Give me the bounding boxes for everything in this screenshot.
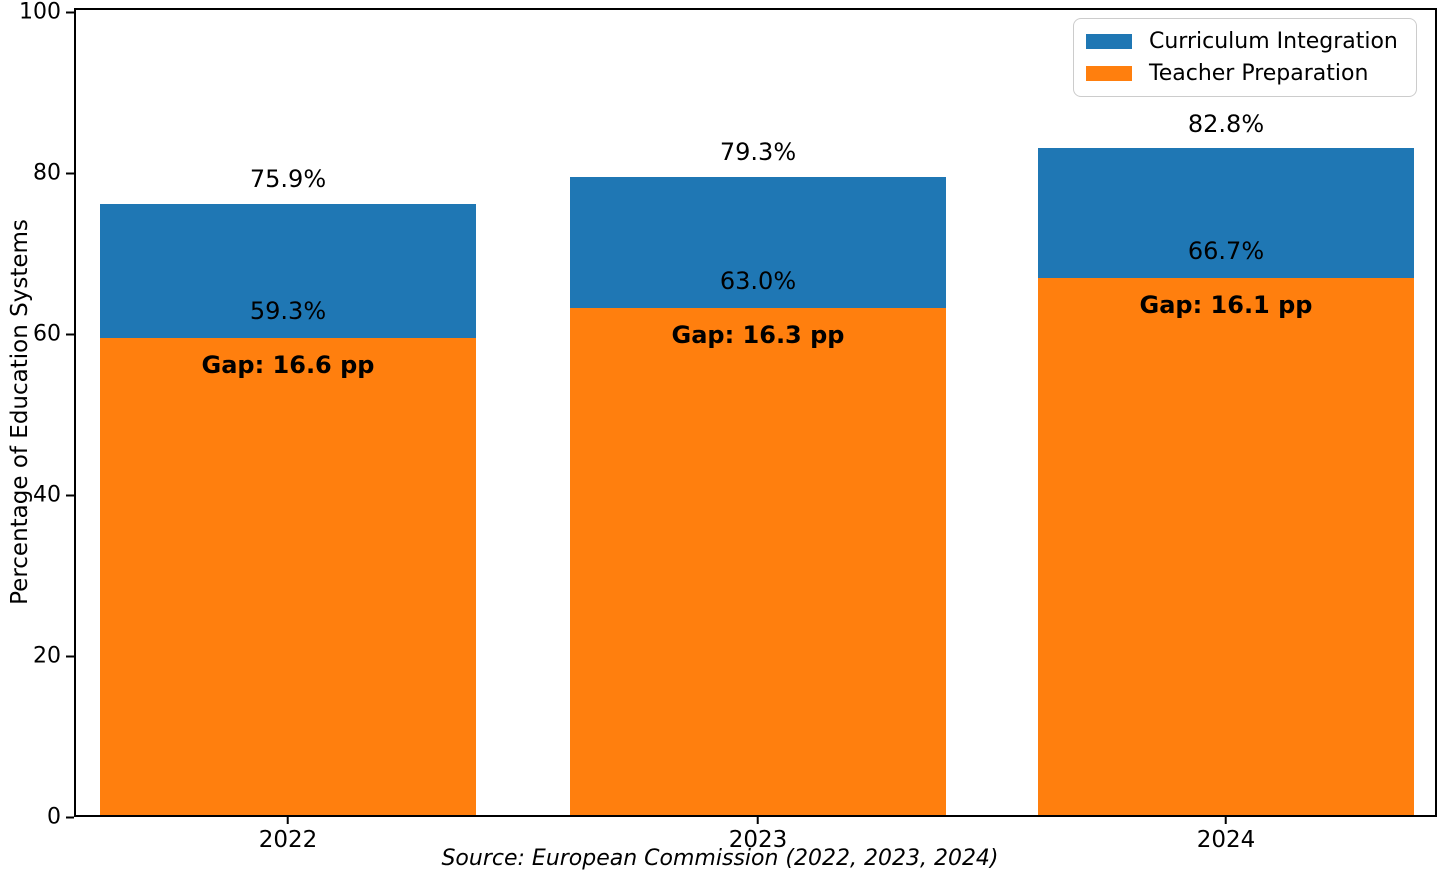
- curriculum-integration-swatch: [1086, 34, 1132, 49]
- curriculum-value-label: 75.9%: [249, 165, 327, 194]
- y-tick-label: 60: [33, 321, 61, 347]
- teacher-value-label: 66.7%: [1187, 237, 1265, 266]
- bar-teacher-preparation: [570, 307, 946, 815]
- bar-teacher-preparation: [1038, 278, 1414, 815]
- x-tick-mark: [1224, 817, 1227, 824]
- gap-label: Gap: 16.6 pp: [201, 351, 375, 380]
- teacher-value-label: 63.0%: [719, 267, 797, 296]
- legend: Curriculum Integration Teacher Preparati…: [1073, 18, 1417, 97]
- y-tick: 20: [33, 644, 74, 669]
- y-tick-label: 80: [33, 160, 61, 186]
- x-tick-label: 2023: [728, 827, 788, 853]
- plot-area: 75.9% 59.3% Gap: 16.6 pp 79.3% 63.0% Gap…: [74, 8, 1437, 817]
- y-tick-mark: [66, 333, 74, 335]
- y-tick: 100: [19, 0, 74, 25]
- legend-label: Teacher Preparation: [1149, 61, 1369, 86]
- x-tick-mark: [286, 817, 289, 824]
- teacher-preparation-swatch: [1086, 66, 1132, 81]
- x-axis: 2022 2023 2024: [76, 817, 1435, 867]
- bar-group-2022: 75.9% 59.3% Gap: 16.6 pp: [100, 10, 476, 815]
- x-tick: 2022: [258, 817, 318, 853]
- teacher-value-label: 59.3%: [249, 297, 327, 326]
- x-tick: 2023: [728, 817, 788, 853]
- y-tick-mark: [66, 816, 74, 818]
- y-tick: 40: [33, 483, 74, 508]
- y-tick-label: 100: [19, 0, 61, 25]
- y-tick-mark: [66, 494, 74, 496]
- curriculum-value-label: 82.8%: [1187, 109, 1265, 138]
- legend-entry-curriculum-integration: Curriculum Integration: [1086, 29, 1404, 54]
- bar-teacher-preparation: [100, 337, 476, 815]
- legend-label: Curriculum Integration: [1149, 29, 1398, 54]
- bar-group-2023: 79.3% 63.0% Gap: 16.3 pp: [570, 10, 946, 815]
- y-tick-mark: [66, 172, 74, 174]
- x-tick-label: 2022: [258, 827, 318, 853]
- y-tick-label: 0: [47, 804, 61, 830]
- y-tick-label: 40: [33, 482, 61, 508]
- y-tick-mark: [66, 655, 74, 657]
- x-axis-title: Source: European Commission (2022, 2023,…: [441, 846, 999, 871]
- gap-label: Gap: 16.3 pp: [671, 321, 845, 350]
- y-axis: 0 20 40 60 80 100: [0, 0, 74, 830]
- y-tick-mark: [66, 11, 74, 13]
- curriculum-value-label: 79.3%: [719, 138, 797, 167]
- bar-group-2024: 82.8% 66.7% Gap: 16.1 pp: [1038, 10, 1414, 815]
- legend-entry-teacher-preparation: Teacher Preparation: [1086, 61, 1404, 86]
- x-tick: 2024: [1196, 817, 1256, 853]
- x-tick-label: 2024: [1196, 827, 1256, 853]
- gap-label: Gap: 16.1 pp: [1139, 291, 1313, 320]
- y-tick-label: 20: [33, 643, 61, 669]
- y-tick: 60: [33, 322, 74, 347]
- y-tick: 0: [47, 805, 74, 830]
- x-tick-mark: [756, 817, 759, 824]
- y-tick: 80: [33, 161, 74, 186]
